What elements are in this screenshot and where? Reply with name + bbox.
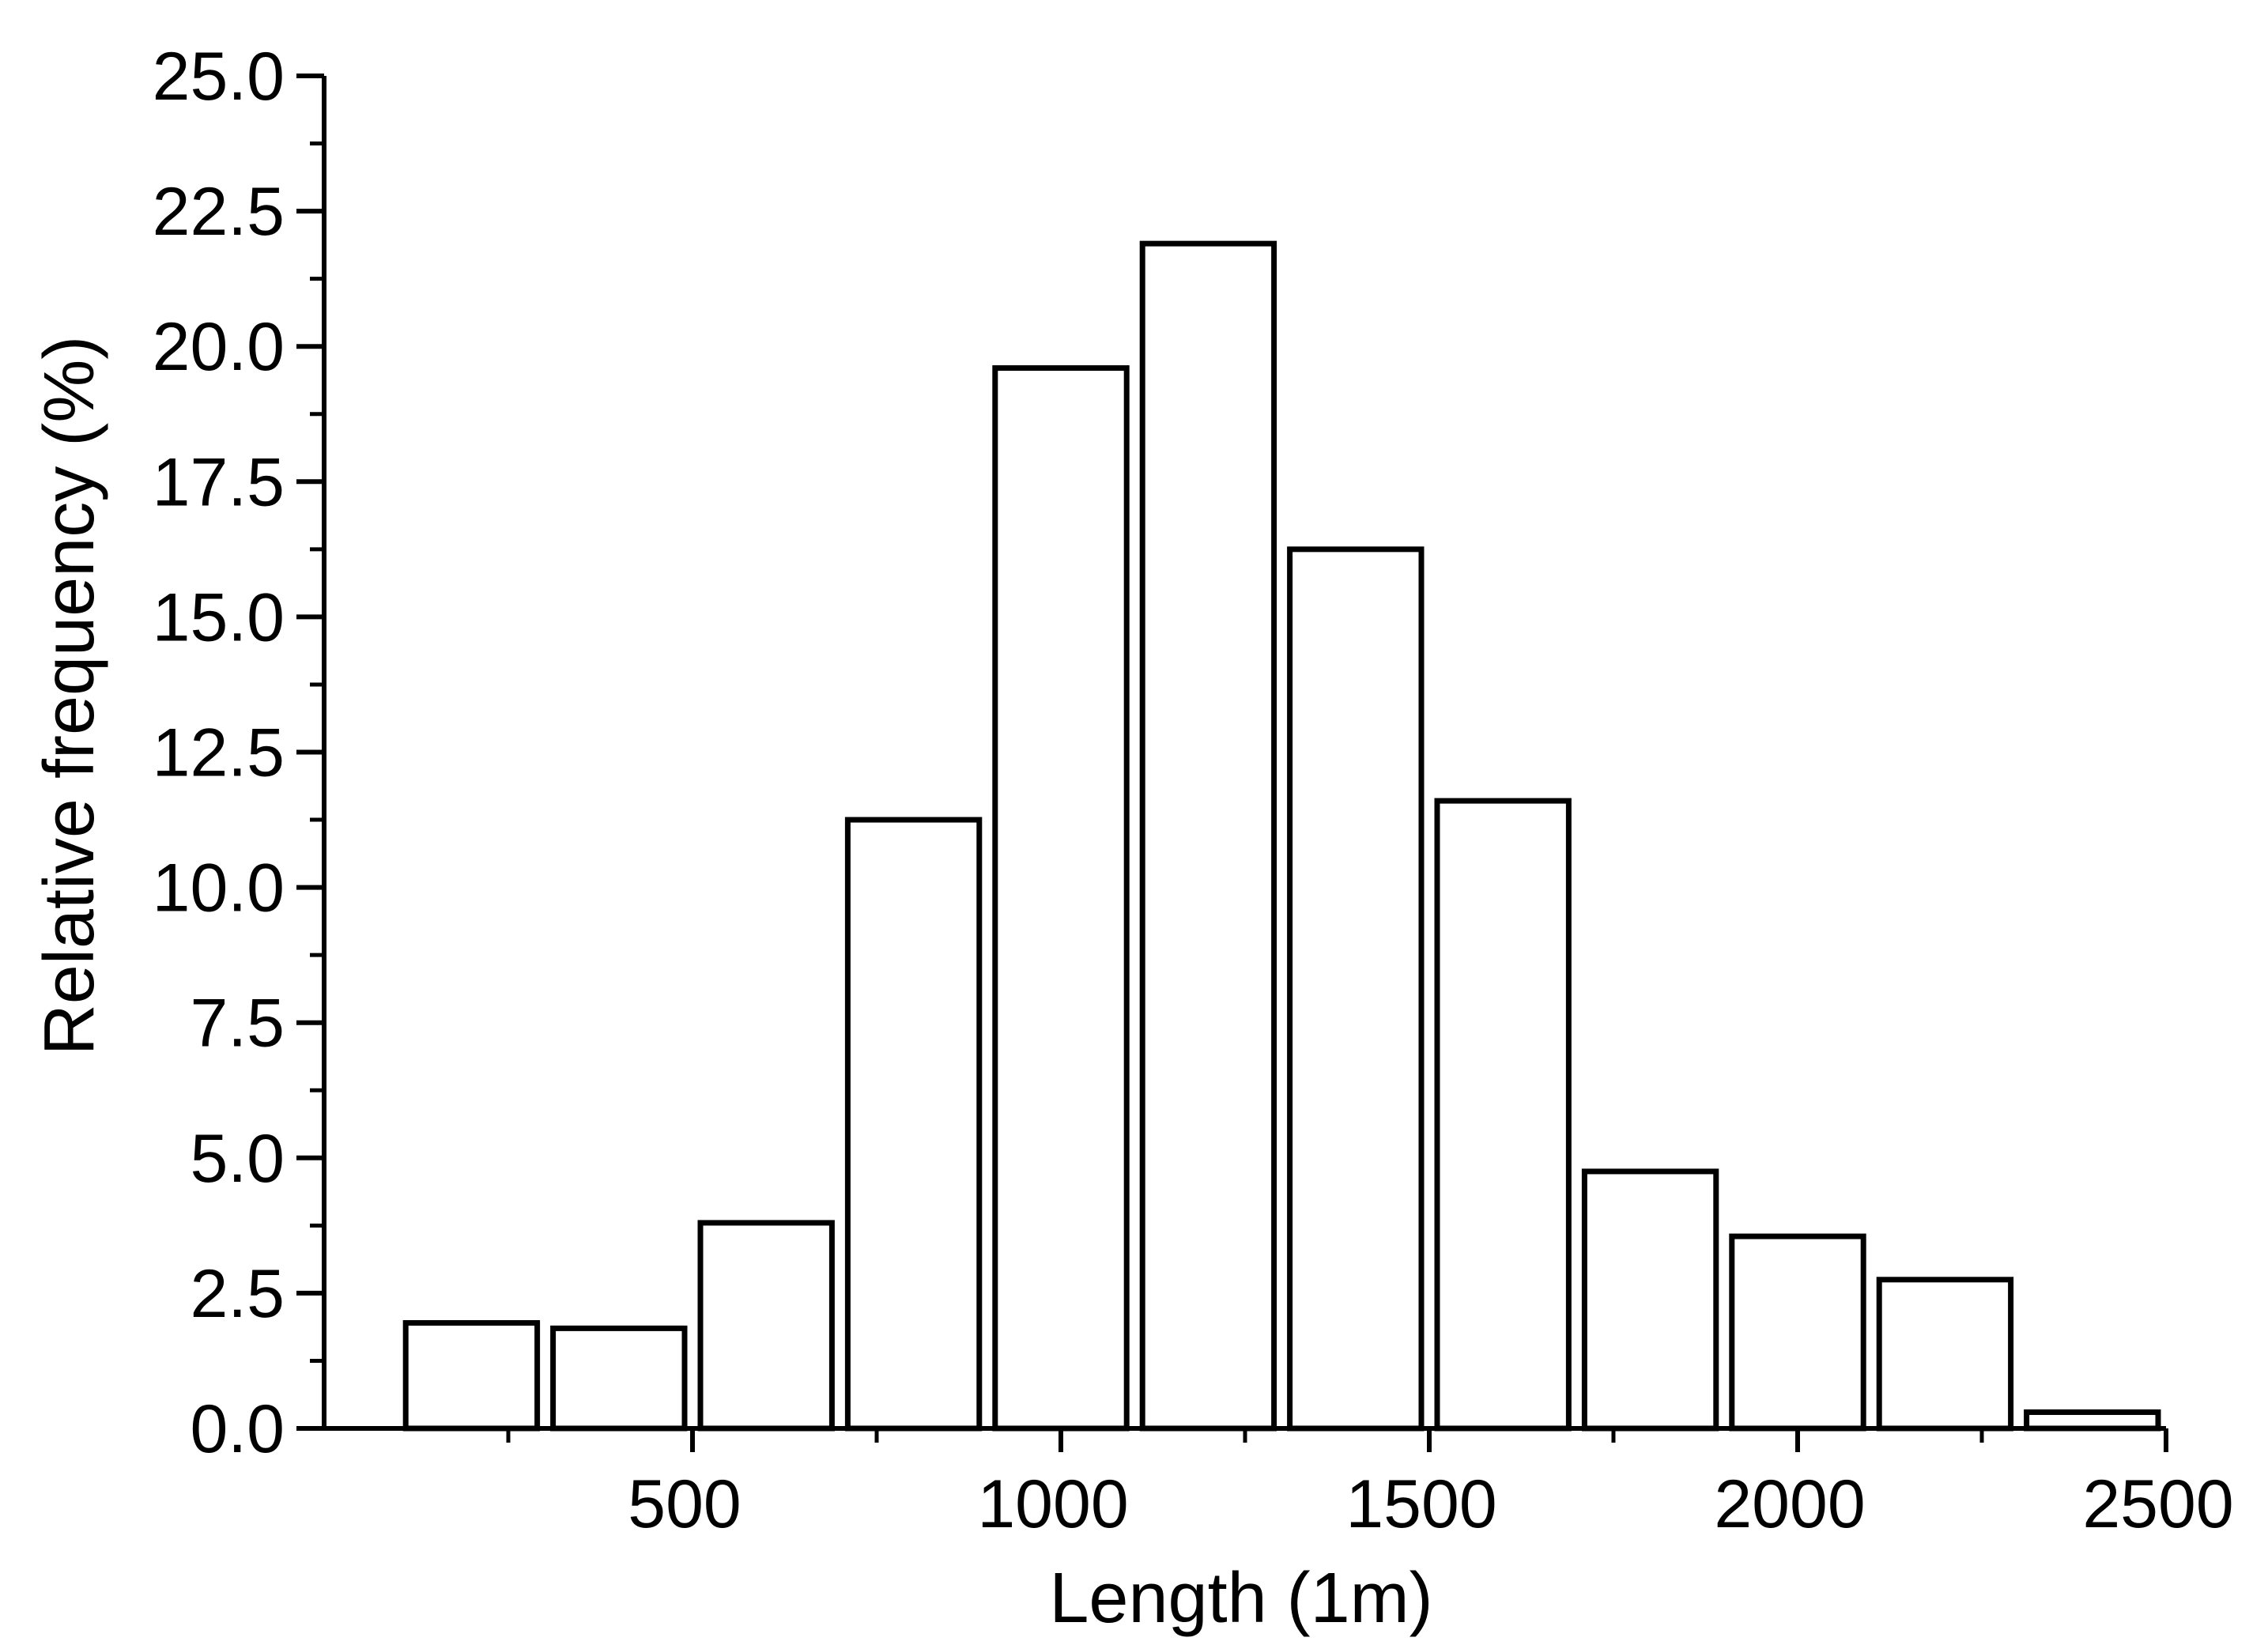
y-tick-label: 25.0 <box>153 39 285 115</box>
y-tick-label: 0.0 <box>190 1391 285 1467</box>
y-tick-label: 17.5 <box>153 444 285 520</box>
x-tick-label: 1000 <box>977 1466 1128 1542</box>
y-axis-label: Relative frequency (%) <box>30 336 109 1055</box>
histogram-bar <box>1434 798 1572 1432</box>
x-tick-label: 2000 <box>1714 1466 1865 1542</box>
histogram-bar <box>550 1325 688 1432</box>
y-tick-label: 12.5 <box>153 715 285 791</box>
histogram-bar <box>1581 1168 1719 1432</box>
x-tick-label: 500 <box>628 1466 742 1542</box>
y-tick-label: 10.0 <box>153 851 285 926</box>
histogram-bar <box>697 1220 835 1432</box>
y-tick-label: 7.5 <box>190 986 285 1062</box>
y-axis-ticks: 0.0 2.5 5.0 7.5 10.0 12.5 15.0 17.5 20.0 22.5 25.0 <box>153 39 324 1467</box>
y-tick-label: 22.5 <box>153 174 285 250</box>
x-tick-label: 2500 <box>2082 1466 2233 1542</box>
histogram-bar <box>844 817 983 1432</box>
x-axis-label: Length (1m) <box>1049 1559 1432 1638</box>
y-tick-label: 15.0 <box>153 579 285 655</box>
histogram-bar <box>1876 1277 2014 1432</box>
y-tick-label: 2.5 <box>190 1256 285 1332</box>
x-axis-ticks: 500 1000 1500 2000 2500 <box>506 1428 2234 1542</box>
bars-layer <box>402 240 2161 1432</box>
y-tick-label: 5.0 <box>190 1121 285 1197</box>
histogram-bar <box>1287 546 1425 1432</box>
histogram-bar <box>402 1320 541 1432</box>
histogram-bar <box>992 365 1130 1432</box>
y-tick-label: 20.0 <box>153 309 285 385</box>
histogram-bar <box>2024 1409 2161 1432</box>
x-tick-label: 1500 <box>1345 1466 1496 1542</box>
histogram-bar <box>1139 240 1277 1432</box>
histogram-bar <box>1729 1233 1866 1432</box>
